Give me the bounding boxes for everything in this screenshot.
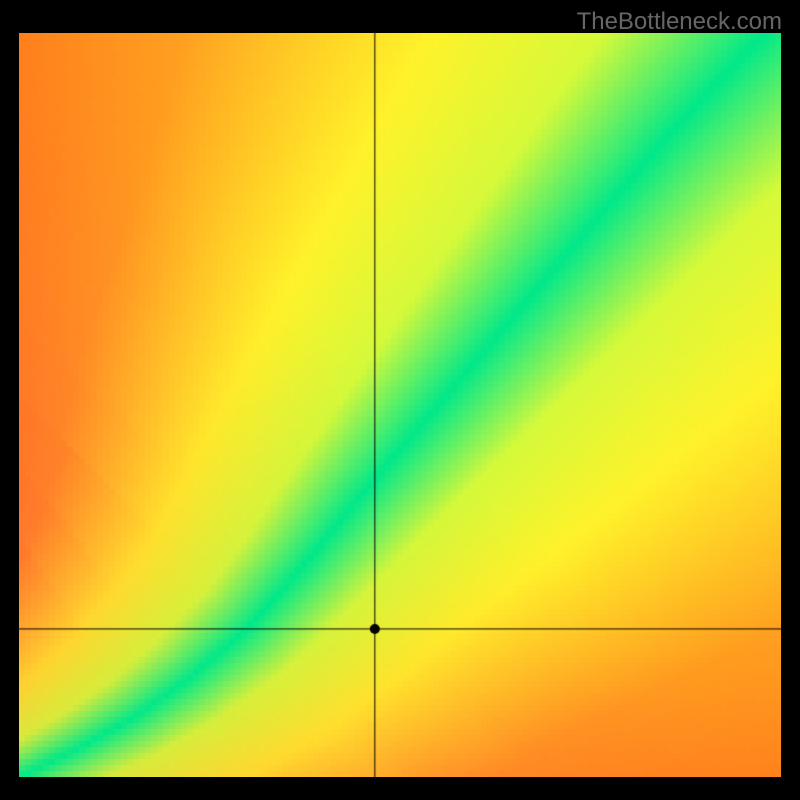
watermark-text: TheBottleneck.com xyxy=(577,8,782,36)
heatmap-canvas xyxy=(19,33,781,777)
heatmap-chart xyxy=(19,33,781,777)
